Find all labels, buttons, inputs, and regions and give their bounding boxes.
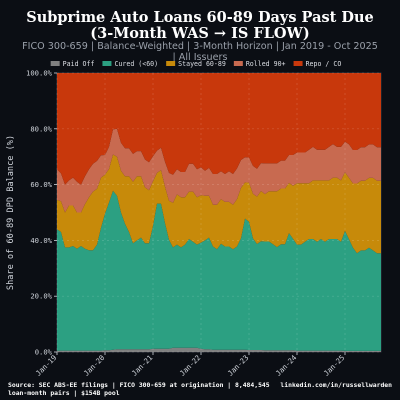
x-tick-label: Jan-19 [34,353,59,378]
chart-subtitle: FICO 300-659 | Balance-Weighted | 3-Mont… [20,41,380,63]
area-series-cured-60- [57,190,381,351]
source-note: Source: SEC ABS-EE filings | FICO 300-65… [8,381,288,397]
x-tick-label: Jan-23 [226,353,251,378]
y-tick-label: 80.0% [30,124,52,133]
source-line2: loan-month pairs | $154B pool [8,389,120,397]
y-axis-label: Share of 60-89 DPD Balance (%) [6,135,16,290]
x-tick-label: Jan-22 [178,353,203,378]
legend-swatch-cured-60- [102,61,112,66]
chart-title: Subprime Auto Loans 60-89 Days Past Due … [0,10,400,42]
area-series-paid-off [57,347,381,352]
y-tick-label: 0.0% [35,348,53,357]
legend-swatch-repo-co [293,61,303,66]
y-tick-label: 20.0% [30,292,52,301]
credit-link[interactable]: linkedin.com/in/russellwarden [280,381,392,389]
y-tick-label: 40.0% [30,236,52,245]
legend-label-paid-off: Paid Off [63,60,95,68]
chart-title-line2: (3-Month WAS → IS FLOW) [90,25,310,42]
x-tick-label: Jan-25 [322,353,347,378]
legend-swatch-paid-off [50,61,60,66]
legend-label-cured-60-: Cured (<60) [114,60,158,68]
legend-label-stayed-60-89: Stayed 60-89 [178,60,226,68]
chart-subtitle-line1: FICO 300-659 | Balance-Weighted | 3-Mont… [22,41,378,52]
x-tick-label: Jan-20 [82,353,107,378]
legend-swatch-stayed-60-89 [166,61,176,66]
area-series-stayed-60-89 [57,154,381,254]
chart-title-line1: Subprime Auto Loans 60-89 Days Past Due [26,9,374,26]
y-tick-label: 60.0% [30,180,52,189]
legend-label-rolled-90-: Rolled 90+ [246,60,286,68]
area-series-repo-co [57,73,381,185]
legend-swatch-rolled-90- [233,61,243,66]
legend-label-repo-co: Repo / CO [306,60,342,68]
x-tick-label: Jan-24 [274,353,299,378]
area-series-rolled-90- [57,128,381,213]
y-tick-label: 100.0% [26,69,53,78]
chart-subtitle-line2: | All Issuers [172,52,228,63]
source-line1: Source: SEC ABS-EE filings | FICO 300-65… [8,381,270,389]
x-tick-label: Jan-21 [130,353,155,378]
